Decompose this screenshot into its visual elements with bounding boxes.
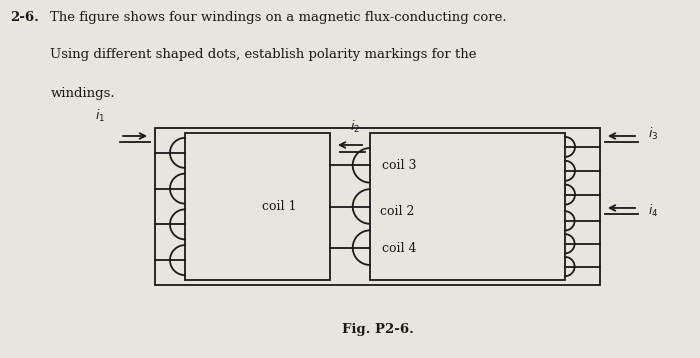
Text: The figure shows four windings on a magnetic flux-conducting core.: The figure shows four windings on a magn… — [50, 11, 507, 24]
Bar — [370, 133, 565, 280]
Text: $i_3$: $i_3$ — [648, 126, 658, 142]
Text: windings.: windings. — [50, 87, 115, 100]
Text: $i_2$: $i_2$ — [350, 119, 360, 135]
Bar — [185, 133, 330, 280]
Text: coil 2: coil 2 — [380, 205, 414, 218]
Text: 2-6.: 2-6. — [10, 11, 39, 24]
Text: coil 4: coil 4 — [382, 242, 416, 255]
Text: Fig. P2-6.: Fig. P2-6. — [342, 323, 414, 336]
Text: coil 3: coil 3 — [382, 159, 416, 172]
Bar — [155, 128, 600, 285]
Text: $i_1$: $i_1$ — [95, 108, 105, 124]
Text: $i_4$: $i_4$ — [648, 203, 659, 219]
Text: coil 1: coil 1 — [262, 200, 297, 213]
Text: Using different shaped dots, establish polarity markings for the: Using different shaped dots, establish p… — [50, 48, 477, 61]
